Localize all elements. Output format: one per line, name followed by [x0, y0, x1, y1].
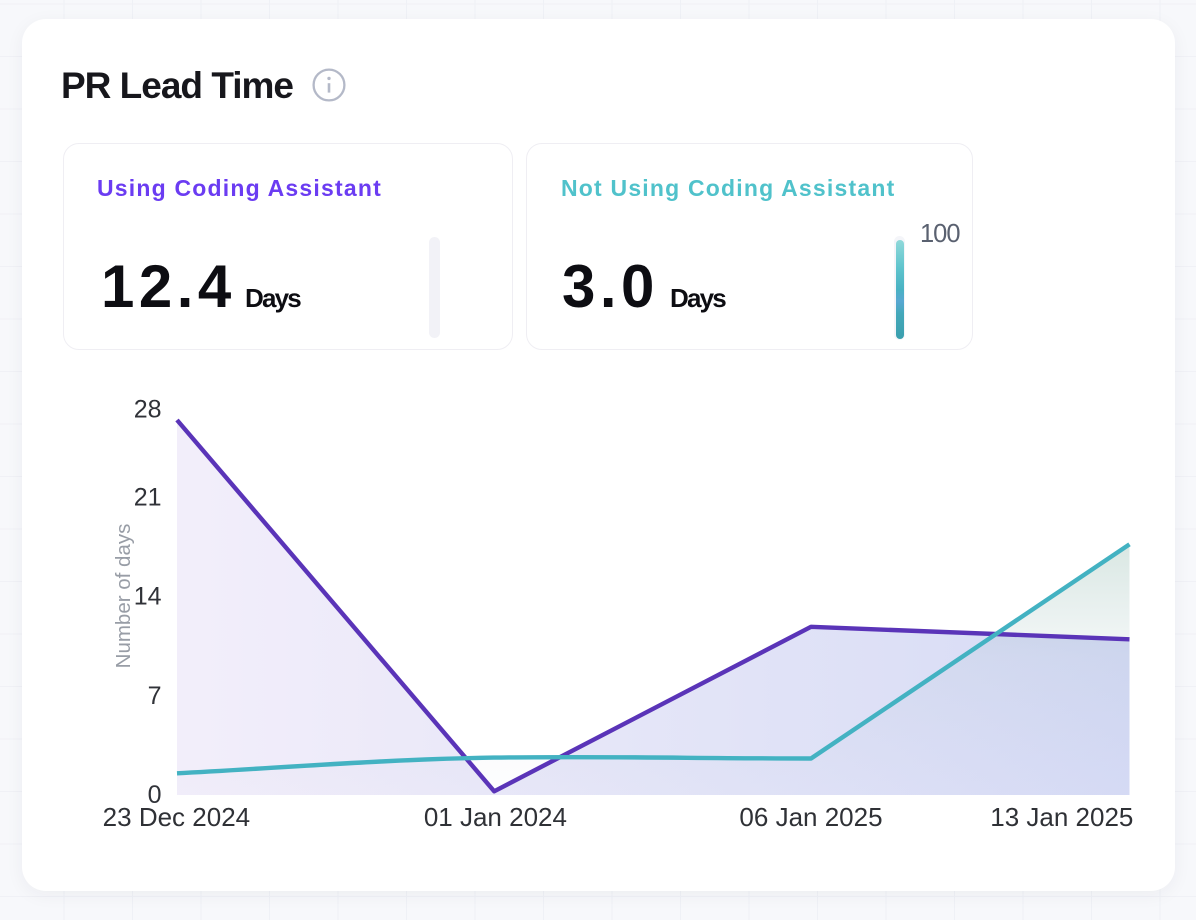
svg-text:Number of days: Number of days [112, 524, 135, 669]
svg-text:01 Jan 2024: 01 Jan 2024 [424, 802, 567, 832]
svg-text:23 Dec 2024: 23 Dec 2024 [103, 802, 250, 832]
svg-text:0: 0 [148, 781, 162, 809]
svg-text:13 Jan 2025: 13 Jan 2025 [990, 802, 1133, 832]
svg-text:14: 14 [134, 583, 162, 611]
svg-text:21: 21 [134, 484, 162, 512]
svg-text:06 Jan 2025: 06 Jan 2025 [739, 802, 882, 832]
svg-text:28: 28 [134, 396, 162, 424]
svg-text:7: 7 [148, 682, 162, 710]
